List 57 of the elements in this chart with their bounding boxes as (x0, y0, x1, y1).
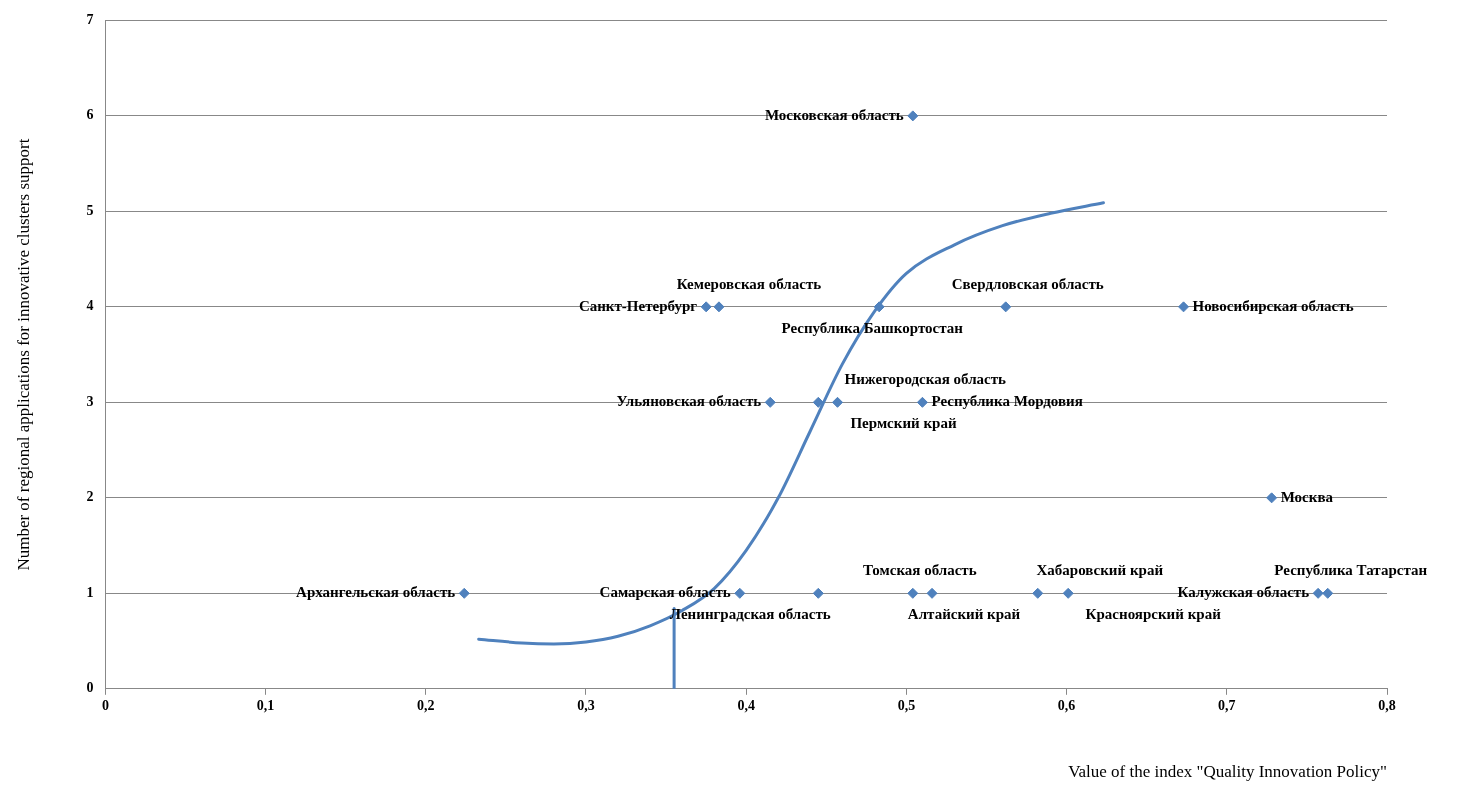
annotation: Московская область (764, 106, 904, 123)
y-tick-label: 0 (86, 680, 94, 696)
x-tick-label: 0,3 (577, 697, 595, 713)
point (1322, 587, 1334, 599)
annotation: Республика Башкортостан (781, 319, 964, 336)
point (1178, 301, 1190, 313)
annotation: Нижегородская область (844, 371, 1007, 388)
x-tick-label: 0,7 (1218, 697, 1236, 713)
annotation: Кемеровская область (676, 275, 822, 292)
x-tick-label: 0,6 (1057, 697, 1076, 713)
point (1312, 587, 1324, 599)
point (926, 587, 938, 599)
annotation: Свердловская область (951, 275, 1104, 292)
point (832, 396, 844, 408)
annotation: Красноярский край (1085, 606, 1222, 623)
annotation: Москва (1280, 488, 1334, 505)
x-tick-label: 0,1 (256, 697, 275, 713)
annotation: Алтайский край (907, 606, 1021, 623)
annotation: Республика Татарстан (1274, 562, 1428, 579)
point (713, 301, 725, 313)
point (1062, 587, 1074, 599)
annotation: Пермский край (850, 415, 957, 432)
point (734, 587, 746, 599)
annotation: Архангельская область (296, 584, 456, 601)
annotation: Ульяновская область (616, 393, 762, 410)
x-tick-label: 0,8 (1378, 697, 1396, 713)
y-tick-label: 6 (86, 107, 94, 123)
y-axis-title: Number of regional applications for innovative clusters support (13, 138, 33, 571)
annotation: Новосибирская область (1192, 297, 1354, 314)
y-tick-label: 3 (86, 393, 94, 409)
annotation: Калужская область (1177, 584, 1310, 601)
y-tick-label: 1 (86, 584, 94, 600)
point (916, 396, 928, 408)
point (1032, 587, 1044, 599)
y-tick-label: 2 (86, 489, 94, 505)
annotation: Республика Мордовия (931, 393, 1083, 410)
point (873, 301, 885, 313)
point (700, 301, 712, 313)
annotation: Томская область (862, 562, 977, 579)
x-tick-label: 0,2 (417, 697, 435, 713)
point (812, 587, 824, 599)
point (1266, 492, 1278, 504)
y-tick-label: 4 (86, 298, 94, 314)
x-axis-title: Value of the index "Quality Innovation Policy" (1068, 762, 1387, 782)
point (907, 587, 919, 599)
y-tick-label: 5 (86, 202, 94, 218)
annotation: Хабаровский край (1036, 562, 1164, 579)
point (907, 110, 919, 122)
y-tick-label: 7 (86, 12, 94, 28)
annotation: Санкт-Петербург (578, 297, 698, 314)
point (812, 396, 824, 408)
x-tick-label: 0,4 (737, 697, 755, 713)
point (1000, 301, 1012, 313)
point (458, 587, 470, 599)
x-tick-label: 0 (101, 697, 109, 713)
x-tick-label: 0,5 (897, 697, 916, 713)
point (764, 396, 776, 408)
